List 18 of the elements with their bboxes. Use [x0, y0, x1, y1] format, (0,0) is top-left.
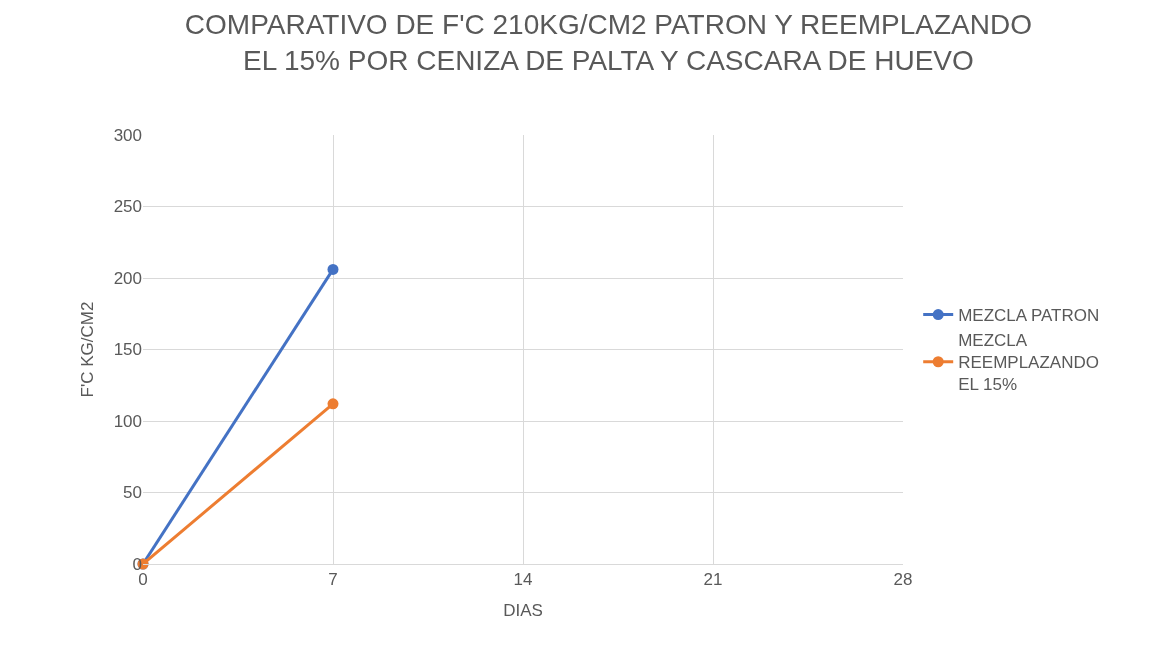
- y-tick-label: 0: [132, 554, 142, 574]
- y-tick-label: 300: [113, 125, 142, 145]
- point: [327, 263, 339, 275]
- y-tick-label: 200: [113, 268, 142, 288]
- legend-label: MEZCLA PATRON: [958, 306, 1100, 326]
- y-axis-title: F'C KG/CM2: [78, 301, 98, 398]
- x-tick-label: 28: [893, 570, 913, 590]
- legend-label: MEZCLA REEMPLAZANDO EL 15%: [958, 331, 1099, 395]
- y-tick-label: 50: [123, 483, 142, 503]
- y-tick-label: 150: [113, 340, 142, 360]
- x-tick-label: 14: [513, 570, 533, 590]
- y-tick-label: 100: [113, 411, 142, 431]
- x-axis-title: DIAS: [503, 600, 543, 620]
- chart-title: COMPARATIVO DE F'C 210KG/CM2 PATRON Y REEMPLAZANDO EL 15% POR CENIZA DE PALTA Y CASCARA DE HUEVO: [184, 8, 1032, 77]
- x-tick-label: 21: [703, 570, 723, 590]
- point: [327, 398, 339, 410]
- x-tick-label: 7: [328, 570, 338, 590]
- y-tick-label: 250: [113, 197, 142, 217]
